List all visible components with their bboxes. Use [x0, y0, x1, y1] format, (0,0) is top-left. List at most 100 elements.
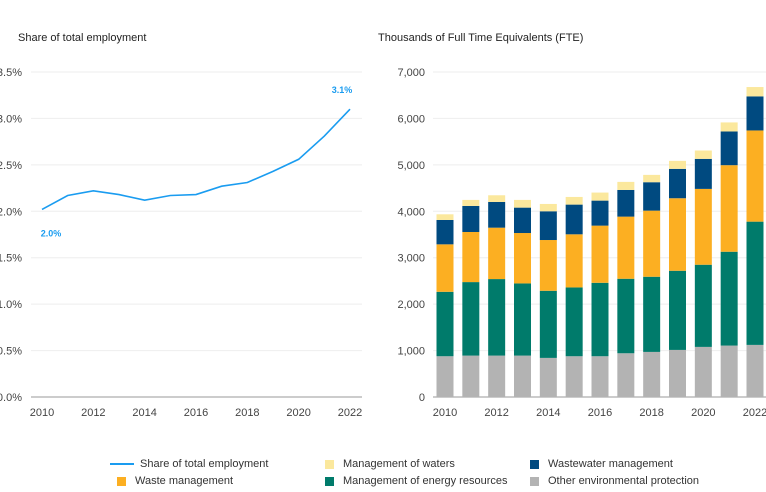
bar-segment: [720, 122, 738, 132]
bar-segment: [514, 199, 531, 208]
legend-label: Other environmental protection: [548, 475, 700, 487]
square-swatch-icon: [530, 476, 539, 486]
legend-item-waters[interactable]: Management of waters: [325, 458, 455, 470]
bar-segment: [436, 214, 454, 220]
bar-segment: [694, 264, 712, 347]
x-tick-label: 2016: [588, 407, 612, 419]
bar-segment: [514, 283, 531, 356]
bar-segment: [436, 291, 454, 357]
square-swatch-icon: [325, 476, 334, 486]
bar-segment: [488, 279, 506, 356]
y-tick-label: 3,000: [397, 253, 425, 265]
bar-segment: [669, 160, 686, 169]
bar-segment: [462, 355, 480, 397]
bar-segment: [669, 168, 686, 199]
bar-segment: [565, 234, 583, 288]
x-tick-label: 2016: [184, 407, 208, 419]
x-tick-label: 2020: [286, 407, 310, 419]
bar-segment: [746, 344, 764, 397]
bar-segment: [746, 87, 764, 97]
y-tick-label: 2.5%: [0, 160, 22, 172]
bar-segment: [436, 219, 454, 245]
legend-label: Wastewater management: [548, 458, 673, 470]
bar-segment: [669, 349, 686, 397]
legend-item-share[interactable]: Share of total employment: [110, 458, 268, 470]
bar-segment: [720, 251, 738, 346]
legend-item-wastewater[interactable]: Wastewater management: [530, 458, 673, 470]
bar-segment: [591, 282, 609, 357]
y-tick-label: 0: [419, 392, 425, 404]
bar-segment: [565, 204, 583, 235]
bar-segment: [436, 356, 454, 397]
data-label: 2.0%: [41, 228, 62, 238]
x-tick-label: 2012: [484, 407, 508, 419]
y-tick-label: 6,000: [397, 113, 425, 125]
x-tick-label: 2022: [743, 407, 766, 419]
bar-segment: [462, 282, 480, 356]
x-tick-label: 2010: [30, 407, 54, 419]
data-label: 3.1%: [332, 85, 353, 95]
charts-canvas: 0.0% 0.5% 1.0% 1.5% 2.0% 2.5% 3.0% 3.5% 2010 2012…: [0, 67, 766, 419]
bar-segment: [514, 233, 531, 284]
bar-segment: [617, 278, 635, 354]
square-swatch-icon: [530, 459, 539, 469]
bar-segment: [746, 130, 764, 222]
x-tick-label: 2020: [691, 407, 715, 419]
x-tick-label: 2010: [433, 407, 457, 419]
bar-segment: [591, 200, 609, 226]
square-swatch-icon: [117, 476, 126, 486]
bar-segment: [514, 355, 531, 397]
bar-segment: [539, 203, 557, 212]
line-swatch-icon: [110, 463, 134, 465]
y-tick-label: 2,000: [397, 299, 425, 311]
bar-segment: [643, 182, 661, 211]
y-tick-label: 0.5%: [0, 346, 22, 358]
series-line: [41, 108, 351, 211]
y-tick-label: 4,000: [397, 206, 425, 218]
bar-segment: [694, 188, 712, 265]
legend-label: Management of energy resources: [343, 475, 508, 487]
y-tick-label: 3.5%: [0, 67, 22, 79]
bar-segment: [488, 227, 506, 280]
legend-label: Share of total employment: [140, 458, 269, 470]
bar-segment: [720, 165, 738, 252]
bar-segment: [720, 345, 738, 397]
bar-segment: [617, 189, 635, 217]
legend-label: Waste management: [135, 475, 234, 487]
legend-item-waste[interactable]: Waste management: [117, 475, 233, 487]
bar-segment: [591, 225, 609, 283]
bar-segment: [539, 211, 557, 241]
x-tick-label: 2014: [132, 407, 156, 419]
bar-segment: [643, 276, 661, 352]
bar-segment: [539, 357, 557, 397]
bar-segment: [436, 244, 454, 292]
bar-segment: [617, 181, 635, 190]
y-tick-label: 5,000: [397, 160, 425, 172]
bar-segment: [720, 131, 738, 166]
bar-segment: [591, 356, 609, 397]
bar-chart-title: Thousands of Full Time Equivalents (FTE): [378, 32, 584, 44]
y-tick-label: 1.5%: [0, 253, 22, 265]
bar-segment: [694, 346, 712, 397]
bar-segment: [591, 192, 609, 201]
bar-segment: [669, 270, 686, 350]
x-tick-label: 2012: [81, 407, 105, 419]
legend-label: Management of waters: [343, 458, 455, 470]
y-tick-label: 1,000: [397, 346, 425, 358]
bar-segment: [539, 290, 557, 358]
bar-segment: [643, 351, 661, 397]
x-tick-label: 2014: [536, 407, 560, 419]
square-swatch-icon: [325, 459, 334, 469]
x-tick-label: 2022: [338, 407, 362, 419]
legend-item-energy[interactable]: Management of energy resources: [325, 475, 507, 487]
bar-segment: [617, 353, 635, 397]
bar-segment: [694, 150, 712, 159]
bar-segment: [488, 201, 506, 228]
y-tick-label: 2.0%: [0, 206, 22, 218]
bar-segment: [539, 240, 557, 291]
bar-segment: [617, 216, 635, 279]
bar-segment: [643, 174, 661, 183]
y-tick-label: 7,000: [397, 67, 425, 79]
legend-item-other[interactable]: Other environmental protection: [530, 475, 699, 487]
bar-segment: [462, 231, 480, 283]
